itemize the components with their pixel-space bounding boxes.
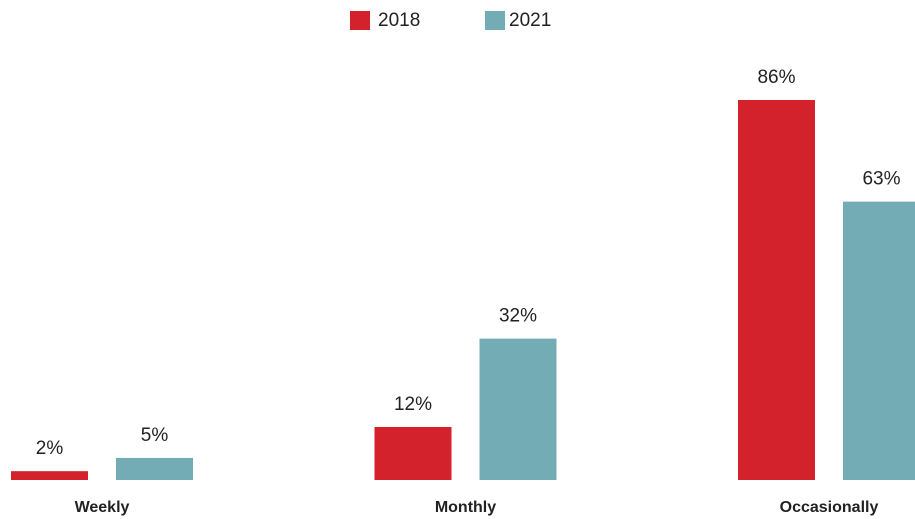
data-label: 12% <box>394 394 432 415</box>
x-tick-label: Occasionally <box>780 499 879 516</box>
bar <box>374 426 452 480</box>
data-label: 63% <box>862 169 900 190</box>
x-tick-label: Weekly <box>75 499 130 516</box>
bar <box>738 100 815 480</box>
legend-label: 2021 <box>509 10 551 31</box>
legend-swatch <box>485 11 505 30</box>
legend-label: 2018 <box>378 10 420 31</box>
bar <box>843 201 915 480</box>
x-tick-label: Monthly <box>435 499 496 516</box>
bar <box>479 338 557 480</box>
legend-swatch <box>350 11 370 30</box>
bar <box>11 471 88 480</box>
data-label: 32% <box>499 306 537 327</box>
data-label: 5% <box>141 425 169 446</box>
data-label: 2% <box>36 438 64 459</box>
bar <box>116 457 193 480</box>
data-label: 86% <box>757 67 795 88</box>
